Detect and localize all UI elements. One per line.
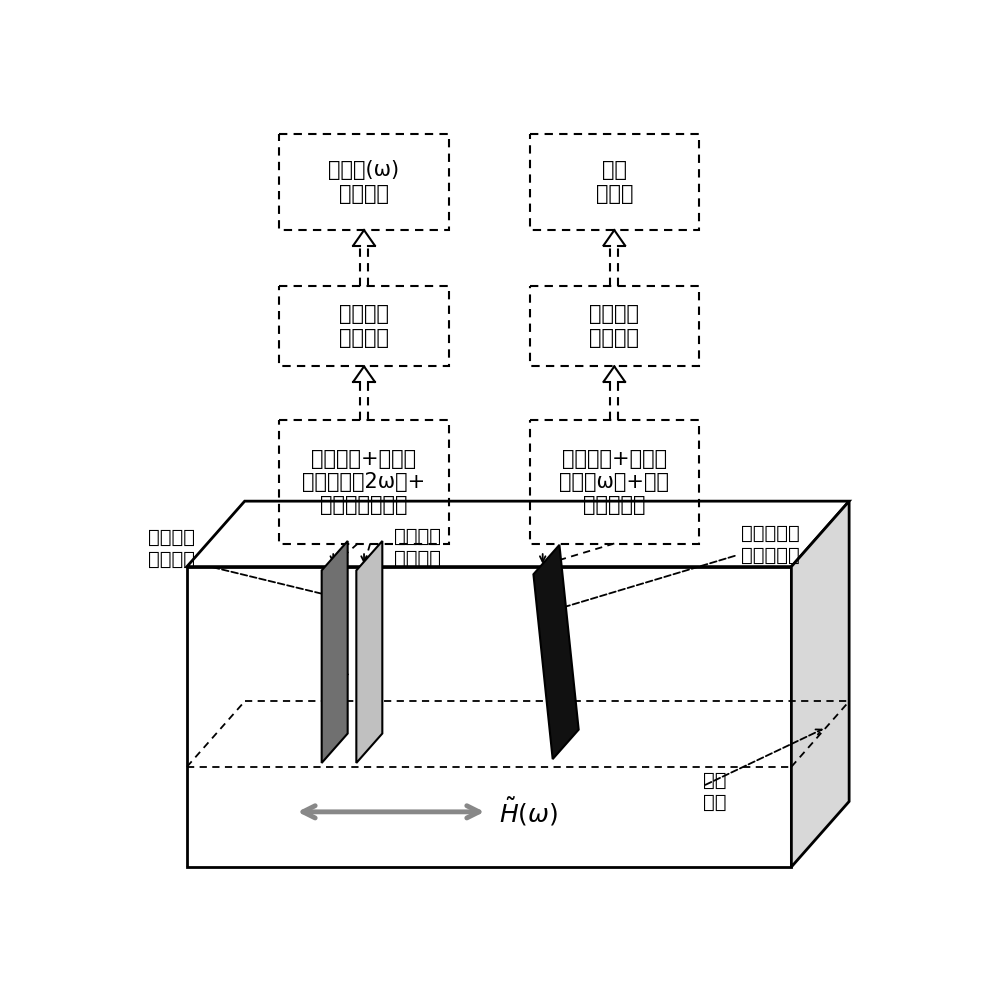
Polygon shape: [534, 545, 579, 759]
Bar: [279, 286, 448, 366]
Bar: [530, 134, 699, 230]
Polygon shape: [791, 501, 849, 867]
Bar: [530, 420, 699, 543]
Bar: [530, 286, 699, 366]
Text: 与外磁场
垂直方向: 与外磁场 垂直方向: [394, 527, 441, 568]
Polygon shape: [187, 567, 791, 867]
Bar: [279, 134, 448, 230]
Polygon shape: [356, 541, 382, 763]
Text: $\tilde{H}(\omega)$: $\tilde{H}(\omega)$: [498, 796, 558, 828]
Text: 正常区畴
壁振动区: 正常区畴 壁振动区: [148, 528, 196, 569]
Polygon shape: [187, 501, 849, 567]
Text: 应力集中区
畴壁不移动: 应力集中区 畴壁不移动: [741, 524, 800, 565]
Text: 金属
表层: 金属 表层: [703, 771, 726, 812]
Text: 地磁信号+畴壁磁
信号（ω）+其它
干扰磁信号: 地磁信号+畴壁磁 信号（ω）+其它 干扰磁信号: [559, 449, 669, 515]
Text: 地磁信号+畴壁振
动磁信号（2ω）+
其它干扰磁信号: 地磁信号+畴壁振 动磁信号（2ω）+ 其它干扰磁信号: [303, 449, 426, 515]
Text: 畴壁
磁信号: 畴壁 磁信号: [596, 160, 633, 204]
Polygon shape: [321, 541, 348, 763]
Bar: [279, 420, 448, 543]
Text: 锁相处理
小波去噪: 锁相处理 小波去噪: [589, 304, 639, 348]
Text: 磁信号(ω)
近似为零: 磁信号(ω) 近似为零: [328, 160, 400, 204]
Text: 锁相处理
小波去噪: 锁相处理 小波去噪: [339, 304, 389, 348]
